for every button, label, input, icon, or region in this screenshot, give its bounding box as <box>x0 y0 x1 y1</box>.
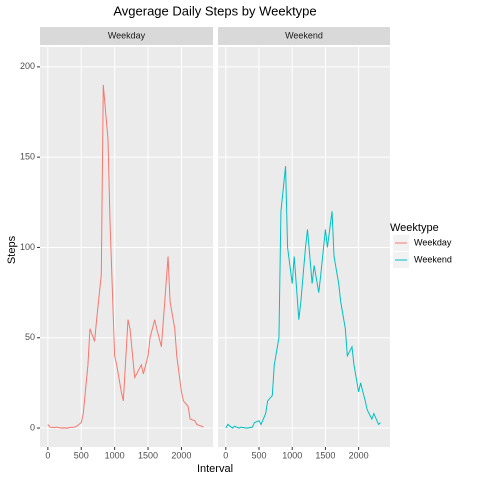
x-tick-label: 1000 <box>105 450 125 460</box>
strip-label: Weekday <box>108 30 146 40</box>
data-line <box>225 166 381 429</box>
strip-background <box>40 27 213 45</box>
chart-title: Avgerage Daily Steps by Weektype <box>113 3 316 18</box>
legend-title: Weektype <box>390 222 439 234</box>
x-tick-label: 2000 <box>171 450 191 460</box>
x-tick-label: 0 <box>45 450 50 460</box>
y-tick-label: 150 <box>20 152 35 162</box>
x-axis-title: Interval <box>197 463 233 475</box>
y-tick-label: 100 <box>20 242 35 252</box>
x-tick-label: 500 <box>74 450 89 460</box>
y-tick-label: 50 <box>25 332 35 342</box>
strip-label: Weekend <box>285 30 323 40</box>
x-tick-label: 1500 <box>138 450 158 460</box>
x-tick-label: 1000 <box>282 450 302 460</box>
x-tick-label: 500 <box>252 450 267 460</box>
y-axis-title: Steps <box>6 235 18 264</box>
y-tick-label: 200 <box>20 61 35 71</box>
legend-label: Weekday <box>414 237 452 247</box>
x-tick-label: 1500 <box>315 450 335 460</box>
data-line <box>47 84 204 429</box>
x-tick-label: 0 <box>223 450 228 460</box>
y-tick-label: 0 <box>30 422 35 432</box>
x-tick-label: 2000 <box>349 450 369 460</box>
legend-label: Weekend <box>414 254 452 264</box>
strip-background <box>218 27 390 45</box>
